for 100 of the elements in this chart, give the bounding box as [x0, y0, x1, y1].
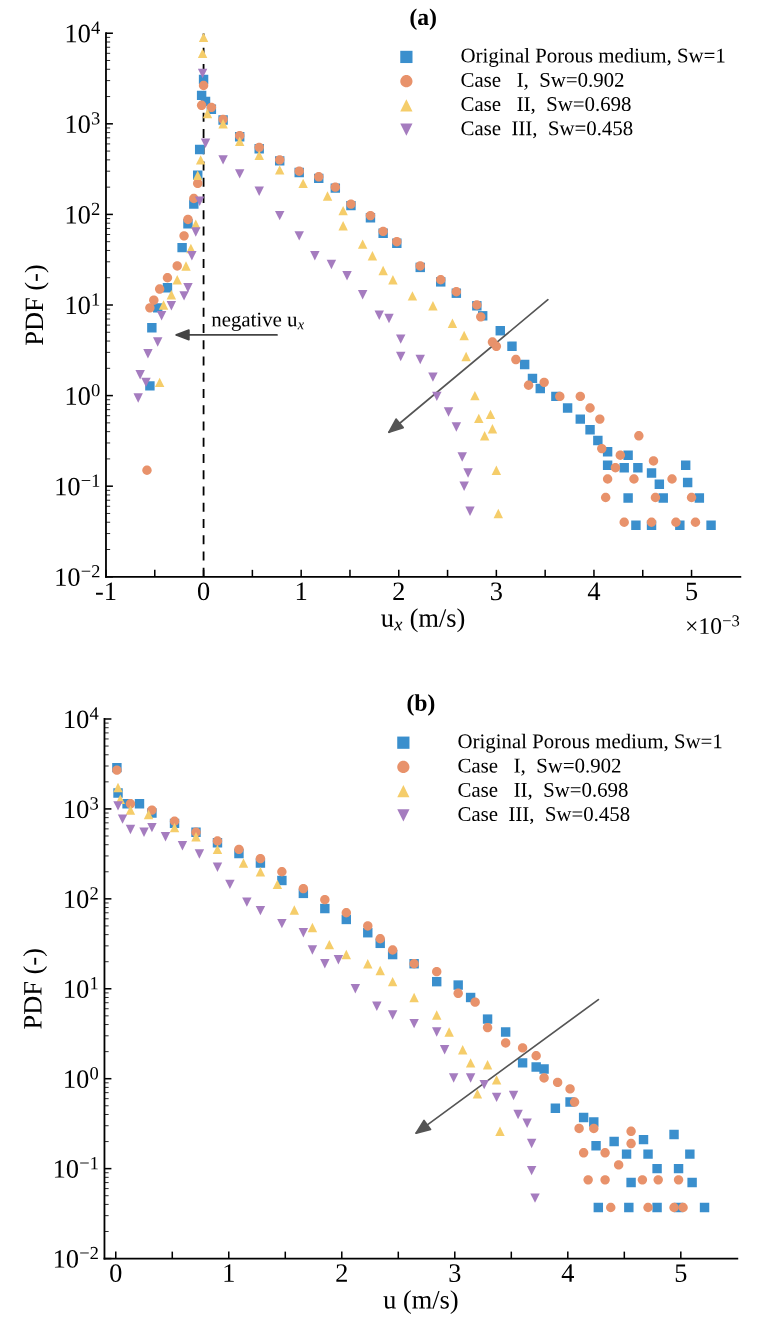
- x-tick-label: 5: [675, 1264, 687, 1282]
- point: [183, 283, 193, 293]
- point: [139, 827, 149, 837]
- point: [667, 474, 677, 484]
- point: [341, 908, 352, 918]
- point: [183, 214, 193, 225]
- point: [591, 1140, 601, 1151]
- point: [699, 1202, 710, 1213]
- point: [277, 918, 287, 929]
- y-tick-label: 10$^{1}$: [66, 293, 100, 315]
- point: [682, 477, 693, 488]
- point: [197, 68, 208, 79]
- point: [470, 997, 480, 1007]
- point: [191, 227, 201, 237]
- point: [409, 992, 419, 1003]
- point: [633, 462, 643, 473]
- point: [482, 1060, 493, 1070]
- x-tick-label: 0: [110, 1264, 122, 1282]
- point: [125, 824, 136, 835]
- point: [447, 318, 458, 328]
- point: [254, 150, 264, 160]
- point: [526, 1138, 537, 1149]
- point: [428, 372, 438, 382]
- point: [384, 313, 394, 324]
- point: [530, 1193, 540, 1203]
- point: [307, 945, 318, 955]
- point: [432, 1027, 442, 1037]
- point: [254, 186, 264, 196]
- point: [495, 326, 505, 336]
- point: [277, 867, 287, 877]
- point: [363, 921, 373, 931]
- point: [153, 337, 163, 347]
- point: [637, 1175, 648, 1185]
- point: [451, 422, 462, 432]
- point: [459, 330, 469, 341]
- point: [166, 301, 177, 311]
- point: [172, 261, 182, 271]
- point: [443, 407, 454, 417]
- point: [613, 1160, 624, 1170]
- point: [145, 303, 155, 313]
- point: [673, 1163, 684, 1174]
- point: [310, 251, 320, 261]
- point: [274, 165, 285, 175]
- point: [375, 965, 385, 976]
- point: [626, 1138, 636, 1149]
- y-tick-label: 10$^{−1}$: [54, 1156, 98, 1178]
- point: [432, 966, 442, 977]
- point: [491, 341, 502, 352]
- point: [432, 976, 442, 987]
- point: [638, 1134, 649, 1145]
- point: [147, 822, 157, 833]
- point: [690, 517, 701, 527]
- point: [415, 354, 425, 365]
- point: [320, 903, 330, 914]
- point: [517, 1058, 528, 1068]
- point: [396, 334, 406, 344]
- point: [539, 1073, 549, 1083]
- x-tick-label: 0: [197, 582, 210, 601]
- point: [134, 799, 145, 809]
- point: [160, 832, 171, 842]
- point: [212, 844, 223, 855]
- point: [298, 883, 309, 894]
- point: [234, 136, 245, 147]
- point: [234, 844, 244, 855]
- point: [341, 949, 352, 960]
- point: [686, 492, 697, 503]
- point: [169, 822, 180, 833]
- point: [143, 809, 154, 820]
- point: [523, 380, 534, 390]
- point: [195, 155, 206, 165]
- point: [585, 425, 595, 435]
- point: [357, 239, 368, 249]
- point: [522, 1118, 532, 1128]
- point: [194, 849, 205, 859]
- point: [619, 517, 629, 527]
- point: [117, 814, 128, 824]
- point: [143, 349, 153, 359]
- y-tick-label: 10$^{0}$: [65, 1067, 99, 1089]
- point: [482, 1022, 493, 1033]
- point: [387, 1010, 398, 1020]
- point: [650, 492, 661, 503]
- point: [517, 1043, 528, 1053]
- point: [432, 391, 442, 402]
- point: [338, 221, 348, 231]
- point: [669, 1202, 679, 1213]
- legend-label: Case III, Sw=0.458: [461, 121, 633, 139]
- point: [531, 1051, 541, 1061]
- x-tick-label: 2: [393, 582, 404, 600]
- point: [631, 520, 641, 531]
- point: [626, 1177, 636, 1188]
- point: [511, 354, 521, 365]
- point: [680, 460, 691, 471]
- point: [687, 1177, 697, 1188]
- point: [619, 462, 629, 473]
- point: [678, 1202, 688, 1213]
- legend-label: Case I, Sw=0.902: [458, 758, 621, 776]
- point: [526, 1165, 537, 1176]
- point: [654, 479, 665, 489]
- point: [539, 1064, 549, 1074]
- point: [307, 922, 318, 933]
